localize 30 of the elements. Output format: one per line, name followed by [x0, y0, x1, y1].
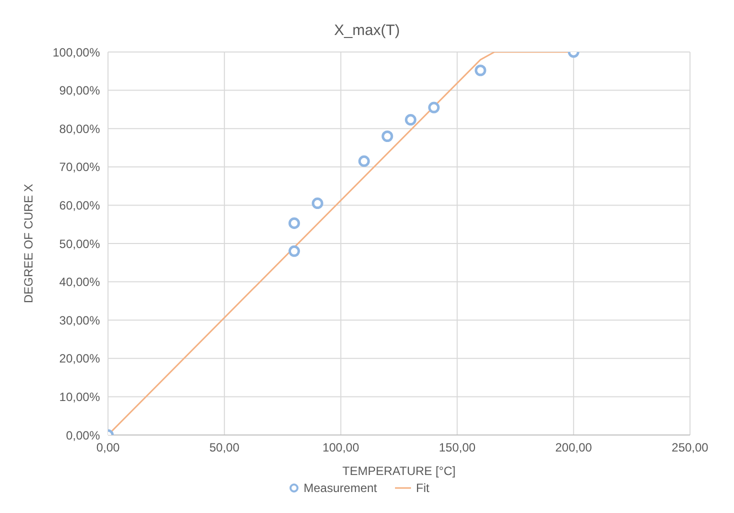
y-tick-label: 10,00%: [59, 390, 100, 404]
x-tick-label: 200,00: [555, 440, 592, 455]
legend-label: Fit: [416, 481, 430, 495]
chart-title: X_max(T): [333, 22, 401, 39]
point: [428, 102, 440, 114]
point: [404, 114, 416, 126]
point: [288, 217, 300, 229]
y-tick-label: 90,00%: [59, 84, 100, 98]
x-axis-title: TEMPERATURE [°C]: [342, 464, 456, 478]
y-tick-label: 0,00%: [66, 428, 100, 442]
y-axis-title: DEGREE OF CURE X: [21, 184, 36, 304]
point: [382, 130, 394, 142]
y-tick-label: 60,00%: [59, 198, 100, 212]
x-tick-label: 50,00: [209, 440, 240, 455]
y-tick-label: 20,00%: [59, 352, 100, 366]
y-tick-label: 40,00%: [59, 275, 100, 290]
x-tick-label: 150,00: [438, 440, 476, 455]
y-tick-label: 30,00%: [59, 313, 100, 328]
y-tick-label: 100,00%: [52, 45, 100, 60]
x-tick-label: 100,00: [322, 440, 360, 455]
point: [288, 245, 300, 257]
y-tick-label: 50,00%: [59, 236, 100, 251]
y-tick-label: 80,00%: [59, 122, 100, 136]
x-tick-label: 250,00: [672, 440, 709, 455]
y-tick-label: 70,00%: [59, 160, 100, 174]
point: [312, 198, 324, 210]
point: [474, 64, 486, 76]
x-tick-label: 0,00: [96, 440, 120, 455]
point: [358, 155, 370, 167]
legend-label: Measurement: [304, 481, 378, 495]
